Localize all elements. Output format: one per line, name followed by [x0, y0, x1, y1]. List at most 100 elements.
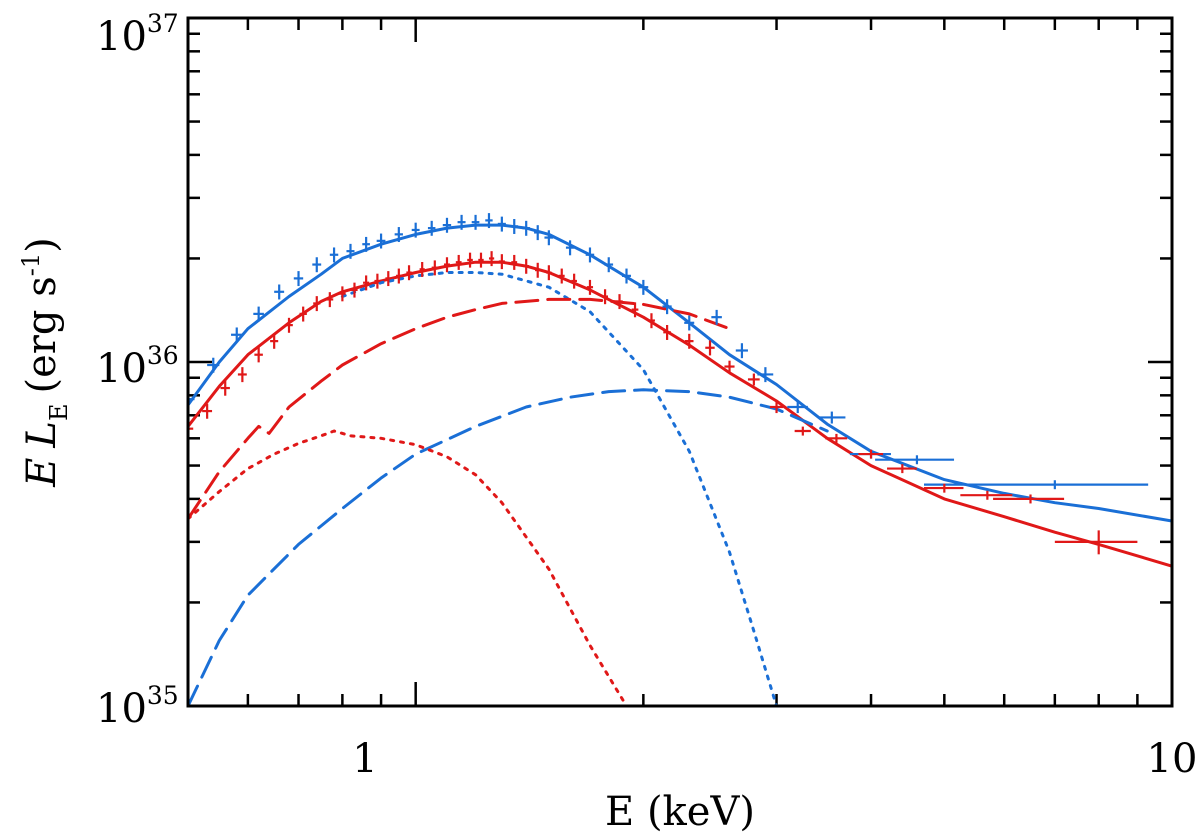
y-label-e: E — [19, 458, 65, 488]
blue-data-point — [346, 243, 355, 259]
red-data-point — [724, 360, 735, 373]
blue-data-point — [376, 233, 386, 249]
red-data-point — [326, 292, 334, 308]
red-data-point — [431, 260, 438, 276]
y-tick-base: 10 — [96, 14, 147, 60]
red-data-point — [546, 265, 552, 281]
red-data-point — [363, 275, 370, 291]
x-tick-label-1: 1 — [352, 736, 377, 782]
blue-data-point — [544, 230, 554, 246]
red-data-point — [511, 254, 518, 270]
red-data-point — [684, 333, 694, 349]
plot-frame — [186, 16, 1174, 708]
red-data-point — [794, 426, 811, 436]
blue-data-point — [604, 257, 614, 273]
blue-data-point — [787, 401, 808, 414]
blue-data-point — [394, 227, 403, 243]
blue-data-point — [411, 222, 420, 238]
blue-data-point — [638, 279, 649, 295]
data-points — [188, 213, 1149, 555]
red-data-point — [339, 286, 346, 302]
red-data-point — [663, 325, 671, 340]
blue-data-point — [522, 220, 530, 236]
blue-data-point — [207, 357, 220, 373]
red-data-point — [455, 254, 462, 270]
x-axis-label: E (keV) — [605, 789, 755, 835]
red-data-point — [406, 265, 412, 281]
red-data-point — [923, 483, 964, 493]
red-data-point — [285, 317, 293, 333]
red-data-point — [478, 252, 484, 268]
blue-data-point — [471, 214, 480, 230]
red-data-point — [443, 257, 450, 273]
red-data-point — [396, 268, 402, 284]
blue-data-point — [312, 257, 322, 273]
blue-data-point — [757, 367, 774, 383]
red-data-point — [558, 268, 565, 284]
red-data-point — [705, 340, 715, 356]
red-data-point — [887, 464, 917, 474]
blue-dotted-curve — [340, 271, 778, 706]
y-label-subscript: E — [45, 403, 73, 421]
blue-data-point — [711, 309, 722, 325]
y-tick-base: 10 — [96, 686, 147, 732]
y-tick-exp: 37 — [147, 9, 179, 38]
blue-data-point — [923, 480, 1149, 490]
red-data-point — [534, 262, 541, 278]
red-data-point — [858, 449, 884, 459]
blue-data-point — [188, 390, 195, 409]
blue-data-point — [457, 214, 466, 230]
red-data-point — [586, 279, 594, 295]
red-data-point — [647, 313, 655, 329]
blue-data-point — [684, 315, 695, 331]
red-data-point — [467, 252, 473, 268]
red-data-point — [237, 367, 247, 383]
red-data-point — [299, 306, 307, 322]
blue-data-point — [735, 343, 748, 359]
y-tick-label-1e36: 1036 — [96, 341, 179, 392]
blue-data-point — [497, 216, 506, 232]
red-dotted-curve — [188, 429, 628, 706]
red-data-point — [747, 373, 760, 386]
blue-data-point — [293, 271, 304, 287]
red-data-point — [498, 254, 505, 270]
red-data-point — [270, 333, 279, 349]
red-data-point — [769, 401, 784, 414]
blue-data-point — [817, 411, 846, 424]
red-data-point — [631, 302, 639, 318]
blue-data-point — [253, 306, 264, 322]
x-tick-label-10: 10 — [1147, 736, 1198, 782]
blue-data-point — [485, 213, 493, 229]
red-data-point — [523, 258, 529, 274]
blue-data-point — [329, 247, 339, 263]
y-tick-label-1e35: 1035 — [96, 681, 179, 732]
red-data-point — [188, 421, 194, 437]
svg-text:ELE(erg s-1): ELE (erg s-1) — [17, 237, 73, 488]
red-data-point — [419, 261, 425, 277]
red-data-point — [254, 347, 263, 363]
blue-data-point — [621, 268, 631, 284]
blue-data-point — [534, 225, 542, 241]
blue-data-point — [427, 220, 436, 236]
blue-data-point — [662, 299, 672, 315]
red-data-point — [993, 494, 1065, 504]
red-data-point — [488, 251, 495, 267]
red-data-point — [960, 490, 1013, 500]
blue-dashed-curve — [188, 388, 829, 706]
red-data-point — [374, 273, 381, 289]
blue-data-point — [585, 247, 595, 263]
blue-data-point — [362, 236, 370, 252]
blue-data-point — [274, 284, 285, 300]
y-label-unit: (erg s — [19, 276, 65, 393]
red-data-point — [351, 282, 358, 298]
red-data-point — [313, 296, 321, 312]
red-data-point — [202, 403, 213, 419]
blue-data-point — [510, 219, 519, 234]
y-tick-label-1e37: 1037 — [96, 9, 179, 60]
y-tick-exp: 36 — [147, 341, 179, 370]
blue-data-point — [231, 327, 243, 343]
red-dashed-curve — [188, 297, 731, 521]
blue-data-point — [875, 455, 955, 465]
